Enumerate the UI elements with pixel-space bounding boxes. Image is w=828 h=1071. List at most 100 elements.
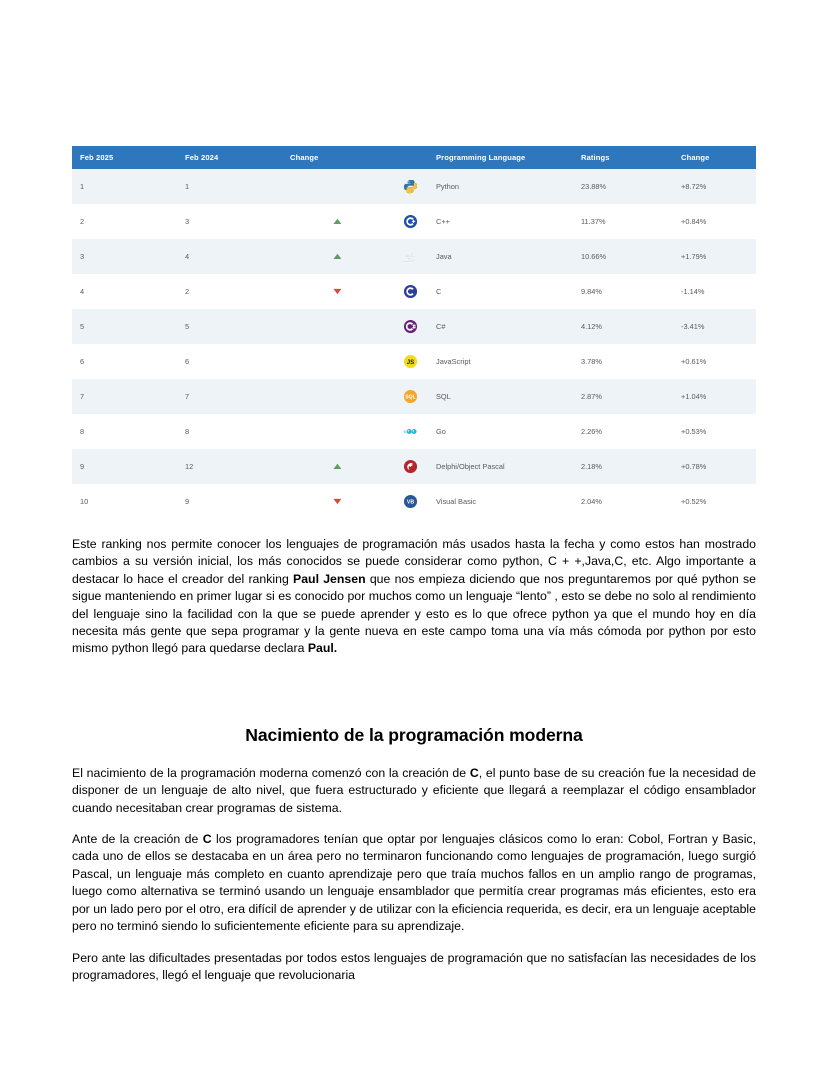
table-row: 9 12 ▲ Delphi/Obj [72,449,756,484]
cell-language-name: Java [436,252,452,261]
python-icon [403,179,418,194]
csharp-icon [403,319,418,334]
spacer [72,519,756,536]
javascript-icon: JS [403,354,418,369]
table-header-row: Feb 2025 Feb 2024 Change Programming Lan… [72,146,756,169]
cell-rank-2025: 6 [80,357,85,366]
cell-rank-2024: 6 [185,357,190,366]
cell-language-name: C# [436,322,446,331]
paragraph-4-part-1: Pero ante las dificultades presentadas p… [72,950,756,982]
table-row: 2 3 ▲ [72,204,756,239]
paragraph-3-bold-c: C [202,832,212,847]
cell-language-name: C [436,287,442,296]
svg-text:JS: JS [406,359,413,366]
table-row: 1 1 ▲ Python [72,169,756,204]
cell-change-percent: +0.52% [681,497,707,506]
cell-language-name: Python [436,182,460,191]
visualbasic-icon: VB [403,494,418,509]
table-row: 7 7 ▲ SQL SQL 2.87% [72,379,756,414]
cell-change-percent: -3.41% [681,322,705,331]
cplusplus-icon [403,214,418,229]
cell-rank-2024: 4 [185,252,190,261]
go-icon [402,424,418,439]
paragraph-revolutionary-language: Pero ante las dificultades presentadas p… [72,950,756,985]
delphi-icon [403,459,418,474]
svg-text:VB: VB [406,500,413,506]
paragraph-1-part-1: Este ranking nos permite conocer los len… [72,537,756,586]
arrow-up-icon: ▲ [330,216,344,226]
cell-language-logo: VB [392,484,428,519]
cell-ratings: 2.04% [581,497,602,506]
cell-rank-2025: 3 [80,252,85,261]
cell-ratings: 23.88% [581,182,607,191]
cell-rank-2024: 7 [185,392,190,401]
cell-language-logo [392,239,428,274]
cell-rank-2025: 8 [80,427,85,436]
cell-change-arrow: ▲ [282,379,392,414]
cell-language-name: C++ [436,217,450,226]
cell-language-logo [392,169,428,204]
paragraph-1-bold-paul-jensen: Paul Jensen [293,571,366,586]
cell-change-arrow: ▲ [282,449,392,484]
paragraph-1-part-2: que nos empieza diciendo que nos pregunt… [72,571,756,656]
cell-ratings: 11.37% [581,217,606,226]
cell-ratings: 9.84% [581,287,602,296]
cell-change-percent: +1.79% [681,252,707,261]
cell-rank-2024: 3 [185,217,190,226]
cell-language-logo [392,309,428,344]
paragraph-3-part-1: Ante de la creación de [72,832,203,847]
page-content: Feb 2025 Feb 2024 Change Programming Lan… [72,146,756,984]
cell-language-logo [392,449,428,484]
cell-ratings: 3.78% [581,357,602,366]
cell-rank-2025: 2 [80,217,85,226]
arrow-down-icon: ▼ [330,286,344,296]
cell-rank-2024: 8 [185,427,190,436]
table-row: 3 4 ▲ [72,239,756,274]
table-row: 6 6 ▲ JS JavaScript 3.78% [72,344,756,379]
cell-change-percent: +0.61% [681,357,707,366]
cell-language-name: Go [436,427,446,436]
spacer [72,936,756,950]
cell-ratings: 4.12% [581,322,602,331]
paragraph-birth-of-modern-programming: El nacimiento de la programación moderna… [72,765,756,817]
c-icon [403,284,418,299]
cell-rank-2025: 1 [80,182,85,191]
arrow-up-icon: ▲ [330,251,344,261]
cell-language-logo [392,274,428,309]
cell-change-arrow: ▲ [282,239,392,274]
spacer [72,658,756,725]
cell-ratings: 2.18% [581,462,602,471]
cell-ratings: 2.87% [581,392,602,401]
paragraph-2-part-2: , el punto base de su creación fue la ne… [72,765,756,815]
cell-change-arrow: ▲ [282,309,392,344]
column-header-ratings: Ratings [573,146,673,169]
java-icon [402,249,418,264]
cell-change-percent: +0.78% [681,462,707,471]
cell-change-percent: +0.53% [681,427,707,436]
cell-change-arrow: ▲ [282,169,392,204]
paragraph-2-part-1: El nacimiento de la programación moderna… [72,765,470,780]
cell-language-logo: SQL [392,379,428,414]
cell-change-arrow: ▲ [282,414,392,449]
paragraph-2-bold-c: C [469,765,479,780]
cell-rank-2024: 12 [185,462,194,471]
cell-rank-2025: 9 [80,462,85,471]
column-header-logo [392,146,428,169]
table-row: 4 2 ▼ C 9.84% [72,274,756,309]
svg-text:SQL: SQL [405,395,416,401]
cell-rank-2024: 9 [185,497,190,506]
cell-rank-2024: 5 [185,322,190,331]
cell-change-arrow: ▲ [282,204,392,239]
cell-change-percent: +8.72% [681,182,707,191]
cell-change-arrow: ▼ [282,274,392,309]
cell-rank-2024: 2 [185,287,190,296]
cell-change-percent: +0.84% [681,217,707,226]
paragraph-3-part-2: los programadores tenían que optar por l… [72,832,756,934]
column-header-change-rank: Change [282,146,392,169]
cell-language-name: JavaScript [436,357,471,366]
spacer [72,817,756,831]
cell-language-logo [392,204,428,239]
table-row: 8 8 ▲ [72,414,756,449]
tiobe-ranking-table: Feb 2025 Feb 2024 Change Programming Lan… [72,146,756,519]
section-title: Nacimiento de la programación moderna [245,724,583,745]
